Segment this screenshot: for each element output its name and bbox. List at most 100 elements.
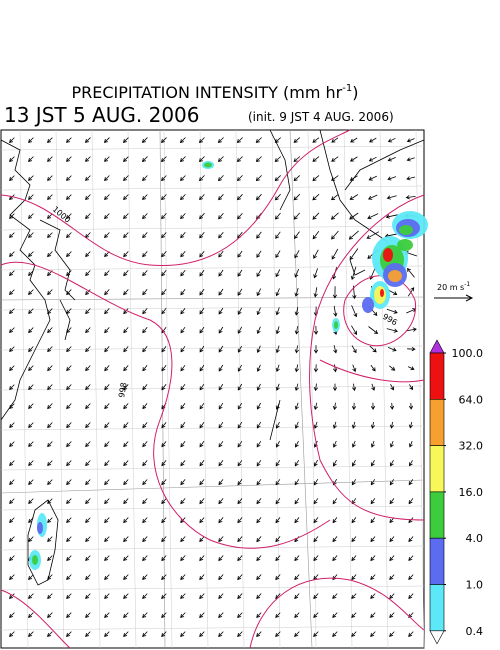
wind-arrow bbox=[217, 175, 224, 182]
wind-arrow bbox=[407, 346, 416, 352]
wind-arrow bbox=[104, 232, 110, 239]
wind-arrow bbox=[313, 383, 319, 392]
colorbar-segment bbox=[429, 352, 445, 400]
wind-arrow bbox=[408, 479, 414, 486]
wind-arrow bbox=[255, 156, 262, 163]
wind-arrow bbox=[387, 157, 396, 162]
wind-arrow bbox=[161, 612, 167, 618]
wind-arrow bbox=[142, 270, 148, 277]
map: 1000 998 996 bbox=[0, 129, 428, 649]
wind-arrow bbox=[85, 479, 91, 486]
wind-arrow bbox=[9, 479, 15, 485]
wind-arrow bbox=[217, 137, 224, 144]
wind-arrow bbox=[408, 402, 414, 410]
wind-arrow bbox=[386, 195, 397, 200]
wind-arrow bbox=[369, 137, 377, 143]
wind-arrow bbox=[123, 479, 129, 486]
wind-arrow bbox=[313, 345, 319, 354]
wind-arrow bbox=[256, 269, 262, 277]
grid-line bbox=[0, 585, 425, 591]
rain-area bbox=[334, 321, 338, 329]
grid-line bbox=[379, 129, 389, 649]
wind-arrow bbox=[237, 574, 243, 581]
wind-arrow bbox=[123, 213, 129, 220]
wind-arrow bbox=[199, 574, 205, 581]
wind-arrow bbox=[293, 212, 301, 220]
wind-arrow bbox=[179, 156, 186, 163]
wind-arrow bbox=[9, 346, 15, 352]
wind-arrow bbox=[66, 251, 72, 258]
wind-arrow bbox=[294, 593, 300, 600]
wind-arrow bbox=[180, 441, 186, 448]
wind-arrow bbox=[256, 288, 262, 297]
precipitation bbox=[29, 161, 428, 570]
wind-arrow bbox=[180, 307, 186, 315]
colorbar: 100.0 64.0 32.0 16.0 4.0 1.0 0.4 bbox=[429, 339, 484, 645]
wind-arrow bbox=[218, 288, 224, 296]
wind-arrow bbox=[180, 536, 186, 543]
wind-arrow bbox=[28, 308, 34, 314]
wind-arrow bbox=[28, 403, 34, 409]
wind-arrow bbox=[161, 365, 167, 372]
wind-arrow bbox=[85, 593, 91, 599]
wind-arrow bbox=[275, 307, 280, 316]
wind-arrow bbox=[180, 232, 186, 239]
wind-arrow bbox=[28, 232, 34, 238]
wind-arrow bbox=[351, 612, 357, 618]
wind-arrow bbox=[180, 460, 186, 467]
wind-arrow bbox=[256, 402, 261, 410]
wind-arrow bbox=[85, 441, 91, 448]
wind-arrow bbox=[161, 479, 167, 486]
wind-arrow bbox=[236, 175, 243, 182]
wind-arrow bbox=[256, 307, 261, 316]
wind-arrow bbox=[85, 308, 91, 315]
wind-arrow bbox=[180, 288, 186, 296]
wind-arrow bbox=[28, 137, 34, 143]
wind-arrow bbox=[237, 383, 243, 391]
wind-arrow bbox=[180, 345, 186, 353]
wind-arrow bbox=[313, 421, 318, 429]
grid-line bbox=[0, 305, 425, 311]
wind-arrow bbox=[123, 384, 129, 391]
wind-arrow bbox=[256, 612, 262, 618]
wind-arrow bbox=[236, 137, 243, 144]
wind-arrow bbox=[9, 289, 15, 295]
wind-arrow bbox=[218, 231, 224, 239]
wind-arrow bbox=[389, 574, 395, 580]
rain-area bbox=[388, 270, 402, 282]
wind-arrow bbox=[387, 137, 396, 143]
grid-line bbox=[55, 129, 65, 649]
wind-arrow bbox=[256, 421, 262, 429]
wind-arrow bbox=[294, 612, 300, 618]
wind-arrow bbox=[180, 422, 186, 429]
wind-arrow bbox=[313, 555, 319, 562]
wind-arrow bbox=[199, 498, 205, 505]
wind-arrow bbox=[28, 251, 34, 257]
wind-arrow bbox=[370, 479, 376, 486]
wind-arrow bbox=[408, 422, 413, 429]
wind-arrow bbox=[199, 194, 205, 201]
grid-line bbox=[0, 145, 425, 151]
colorbar-label: 1.0 bbox=[466, 579, 484, 592]
wind-arrow bbox=[294, 479, 300, 486]
wind-arrow bbox=[85, 612, 91, 618]
contour-label: 998 bbox=[117, 382, 129, 399]
wind-arrow bbox=[237, 402, 243, 410]
rain-area bbox=[362, 297, 374, 313]
wind-arrow bbox=[405, 195, 416, 200]
wind-arrow bbox=[332, 402, 338, 411]
wind-arrow bbox=[256, 345, 261, 354]
wind-arrow bbox=[275, 250, 281, 259]
wind-arrow bbox=[199, 536, 205, 543]
wind-arrow bbox=[333, 345, 338, 354]
wind-arrow bbox=[85, 175, 91, 181]
wind-arrow bbox=[180, 555, 186, 562]
wind-arrow bbox=[331, 175, 339, 181]
wind-arrow bbox=[9, 441, 15, 447]
wind-arrow bbox=[142, 574, 148, 580]
wind-arrow bbox=[349, 212, 359, 220]
colorbar-label: 0.4 bbox=[466, 625, 484, 638]
grid-line bbox=[0, 265, 425, 271]
wind-arrow bbox=[351, 555, 357, 562]
wind-arrow bbox=[66, 403, 72, 410]
